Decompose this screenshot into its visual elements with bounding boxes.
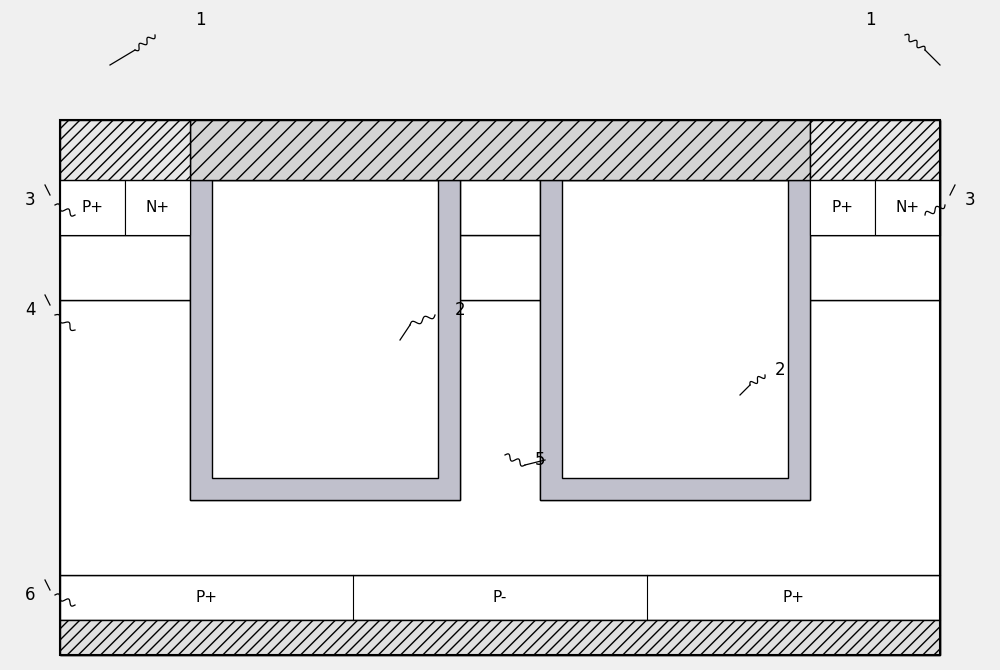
- Bar: [190, 180, 212, 500]
- Bar: [190, 180, 460, 500]
- Text: 6: 6: [25, 586, 35, 604]
- Bar: [60, 120, 940, 655]
- Text: 1: 1: [865, 11, 875, 29]
- Text: P+: P+: [832, 200, 854, 215]
- Bar: [60, 180, 940, 235]
- Text: 3: 3: [965, 191, 975, 209]
- Bar: [60, 120, 940, 655]
- Bar: [60, 620, 940, 655]
- Bar: [60, 180, 125, 235]
- Text: 3: 3: [25, 191, 35, 209]
- Text: P+: P+: [196, 590, 218, 605]
- Text: 4: 4: [25, 301, 35, 319]
- Bar: [125, 180, 190, 235]
- Bar: [190, 478, 460, 500]
- Bar: [540, 478, 810, 500]
- Bar: [212, 180, 438, 478]
- Bar: [562, 180, 788, 478]
- Text: 2: 2: [775, 361, 785, 379]
- Bar: [875, 180, 940, 235]
- Text: N+: N+: [895, 200, 920, 215]
- Bar: [540, 180, 810, 500]
- Text: 2: 2: [455, 301, 465, 319]
- Bar: [60, 575, 940, 620]
- Bar: [60, 120, 190, 180]
- Bar: [788, 180, 810, 500]
- Bar: [438, 180, 460, 500]
- Bar: [540, 180, 810, 500]
- Text: P-: P-: [493, 590, 507, 605]
- Bar: [60, 235, 940, 300]
- Bar: [810, 120, 940, 180]
- Bar: [190, 120, 810, 180]
- Text: P+: P+: [782, 590, 804, 605]
- Text: 5: 5: [535, 451, 545, 469]
- Text: N+: N+: [145, 200, 170, 215]
- Bar: [190, 180, 460, 500]
- Bar: [540, 180, 562, 500]
- Bar: [810, 180, 875, 235]
- Bar: [60, 300, 940, 575]
- Text: P+: P+: [82, 200, 104, 215]
- Text: 1: 1: [195, 11, 205, 29]
